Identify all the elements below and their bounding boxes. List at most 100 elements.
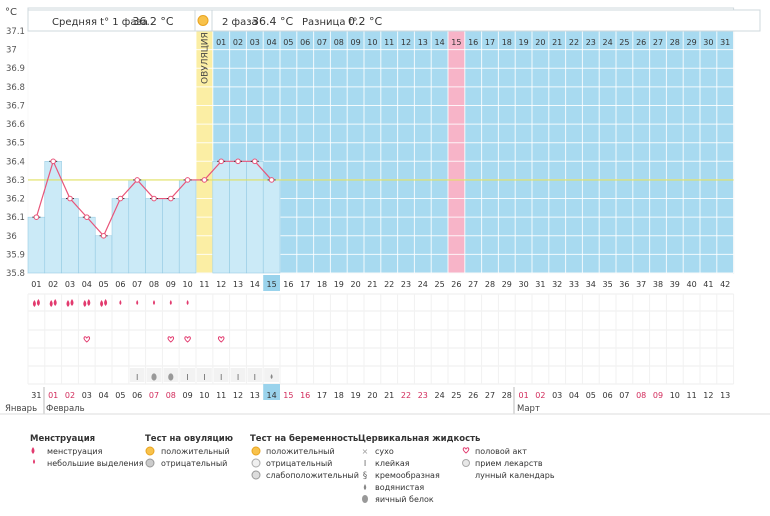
calendar-date: 04 — [99, 391, 109, 400]
fluid-cell — [213, 368, 229, 382]
cycle-day-label: 42 — [720, 280, 730, 289]
temperature-bar — [145, 198, 163, 274]
menses-heavy-icon — [31, 447, 35, 454]
y-tick-label: 36.6 — [6, 120, 25, 130]
calendar-date: 04 — [569, 391, 579, 400]
cycle-day-label: 28 — [485, 280, 495, 289]
cycle-day-label: 40 — [687, 280, 697, 289]
y-tick-label: 35.9 — [6, 250, 25, 260]
phase1-label: Средняя t° 1 фаза — [52, 17, 148, 28]
calendar-date: 16 — [300, 391, 310, 400]
phase2-area — [212, 31, 734, 273]
phase2-day-label: 03 — [250, 38, 260, 47]
phase2-day-label: 28 — [670, 38, 680, 47]
calendar-date: 12 — [233, 391, 243, 400]
cycle-day-axis: 01 02 03 04 05 06 07 08 09 10 11 12 13 14 15 16 17 18 19 20… — [31, 275, 730, 291]
calendar-current-day — [263, 384, 280, 400]
calendar-date: 23 — [418, 391, 428, 400]
temperature-point — [33, 214, 40, 220]
calendar-date: 28 — [502, 391, 512, 400]
phase2-day-label: 31 — [720, 38, 730, 47]
cycle-day-label: 38 — [653, 280, 663, 289]
calendar-date: 06 — [603, 391, 613, 400]
cycle-day-label: 06 — [115, 280, 125, 289]
menses-heavy-icon — [49, 299, 57, 307]
watery-icon — [270, 374, 273, 379]
calendar-date: 31 — [31, 391, 41, 400]
temperature-point — [117, 195, 124, 202]
legend-fluid-item-4: водянистая — [375, 483, 424, 492]
calendar-date: 06 — [132, 391, 142, 400]
temperature-point — [134, 177, 140, 183]
calendar-date: 24 — [435, 391, 445, 400]
legend-other-item-3: лунный календарь — [475, 471, 555, 480]
temperature-bar — [111, 198, 130, 274]
cycle-day-label: 34 — [586, 280, 596, 289]
legend-pregtest-item-2: отрицательный — [266, 459, 332, 468]
pill-icon — [462, 459, 470, 467]
cycle-day-label: 23 — [401, 280, 411, 289]
phase2-day-label: 29 — [687, 38, 697, 47]
cycle-day-label: 27 — [468, 280, 478, 289]
phase2-day-label: 25 — [619, 38, 629, 47]
calendar-date: 18 — [334, 391, 344, 400]
phase2-day-label: 08 — [334, 38, 344, 47]
calendar-date: 22 — [401, 391, 411, 400]
legend-menses-item-1: менструация — [47, 447, 103, 456]
y-tick-label: 36 — [6, 232, 17, 242]
y-tick-label: 36.1 — [6, 213, 25, 223]
phase2-label: 2 фаза — [222, 17, 258, 28]
y-axis: 37.1 37 36.9 36.8 36.7 36.6 36.5 36.4 36.3 36.2 36… — [6, 27, 25, 279]
calendar-date: 11 — [687, 391, 697, 400]
stats-header: Средняя t° 1 фаза 36.2 °C 2 фаза 36.4 °C… — [27, 9, 761, 32]
phase2-day-label: 21 — [552, 38, 562, 47]
eggwhite-icon — [151, 373, 157, 381]
phase2-day-label: 02 — [233, 38, 243, 47]
temperature-bar — [212, 161, 230, 274]
temperature-bar — [27, 216, 46, 274]
cycle-day-label: 15 — [267, 280, 277, 289]
sticky-icon: I — [203, 373, 205, 382]
sticky-icon: I — [136, 373, 138, 382]
phase2-day-label: 05 — [283, 38, 293, 47]
temperature-bar — [246, 161, 264, 274]
phase2-day-label: 27 — [653, 38, 663, 47]
phase2-day-axis: 01 02 03 04 05 06 07 08 09 10 11 12 13 14 15 16 17 18 19 20… — [216, 38, 730, 47]
menses-heavy-icon — [66, 299, 74, 307]
fluid-cell — [180, 368, 195, 382]
cycle-day-label: 08 — [149, 280, 159, 289]
cycle-day-label: 17 — [300, 280, 310, 289]
phase2-day-label: 12 — [401, 38, 411, 47]
calendar-date: 07 — [619, 391, 629, 400]
phase2-day-label: 19 — [519, 38, 529, 47]
legend-pregtest-item-3: слабоположительный — [266, 471, 359, 480]
temperature-point — [84, 214, 90, 220]
calendar-date: 13 — [250, 391, 260, 400]
fluid-cell — [230, 368, 246, 382]
y-tick-label: 37 — [6, 46, 17, 56]
calendar-date: 01 — [48, 391, 58, 400]
calendar-date: 03 — [552, 391, 562, 400]
temperature-bar — [94, 235, 113, 274]
calendar-date: 10 — [199, 391, 209, 400]
menses-light-icon — [153, 300, 155, 305]
moon-icon — [464, 471, 468, 479]
legend-fluid-item-5: яичный белок — [375, 495, 434, 504]
cycle-day-label: 21 — [367, 280, 377, 289]
phase2-day-label: 09 — [351, 38, 361, 47]
phase2-day-label: 20 — [535, 38, 545, 47]
cycle-day-label: 13 — [233, 280, 243, 289]
temperature-bar — [44, 161, 62, 274]
temperature-bar — [178, 179, 197, 274]
legend-fluid-item-3: кремообразная — [375, 471, 440, 480]
temperature-bars — [27, 161, 281, 274]
calendar-row: 31 01 02 03 04 05 06 07 08 09 10 11 12 13 14 15 16 17 18 19… — [0, 384, 770, 415]
cycle-day-label: 01 — [31, 280, 41, 289]
y-tick-label: 36.3 — [6, 176, 25, 186]
calendar-date: 17 — [317, 391, 327, 400]
calendar-date: 15 — [283, 391, 293, 400]
menses-heavy-icon — [83, 299, 91, 307]
phase2-value: 36.4 °C — [252, 15, 293, 28]
phase1-value: 36.2 °C — [132, 15, 173, 28]
